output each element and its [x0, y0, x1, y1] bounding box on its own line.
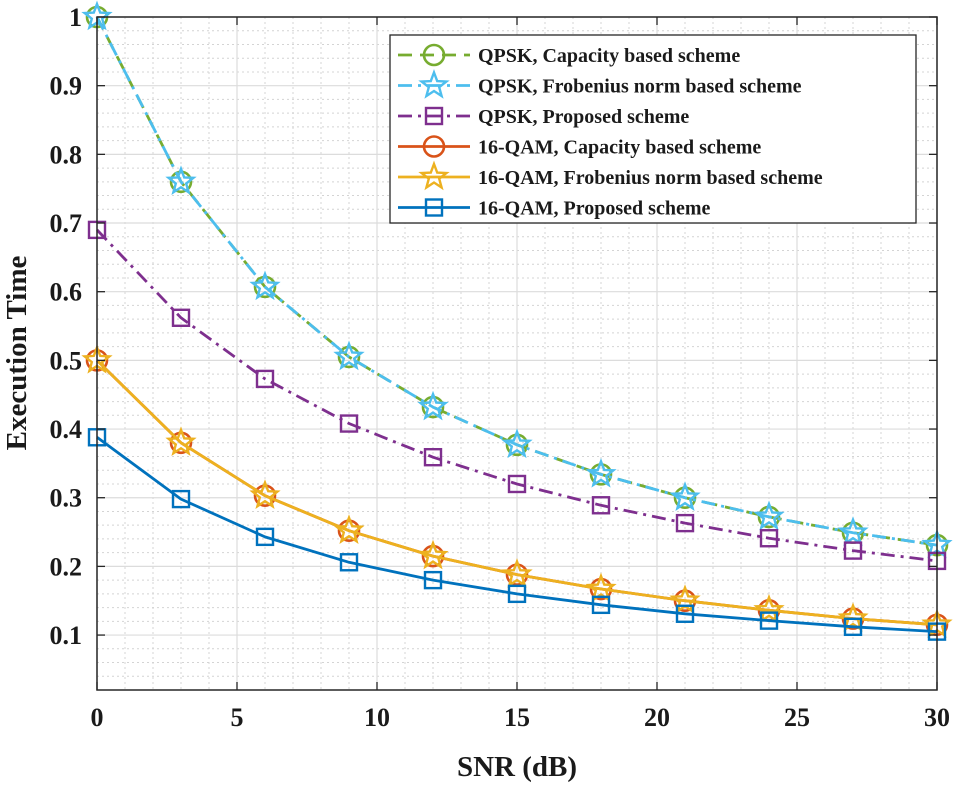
- data-point: [585, 572, 617, 603]
- legend-marker: [422, 43, 446, 67]
- y-tick-label: 0.9: [50, 72, 83, 101]
- legend-label: QPSK, Proposed scheme: [478, 106, 689, 128]
- data-point: [507, 474, 527, 494]
- legend-item: QPSK, Frobenius norm based scheme: [398, 69, 802, 99]
- series-line: [96, 359, 938, 627]
- data-point: [417, 390, 449, 421]
- legend-box: [389, 34, 917, 224]
- data-point: [753, 500, 785, 531]
- data-point: [501, 558, 533, 588]
- x-tick-label: 0: [91, 703, 104, 732]
- data-point: [759, 529, 779, 548]
- legend-item: 16-QAM, Frobenius norm based scheme: [398, 160, 823, 191]
- data-point: [255, 527, 275, 547]
- data-point: [759, 611, 779, 630]
- legend-label: 16-QAM, Proposed scheme: [478, 198, 710, 220]
- x-axis-label: SNR (dB): [457, 751, 577, 783]
- y-tick-label: 0.2: [50, 552, 83, 581]
- x-tick-label: 30: [924, 703, 950, 732]
- x-axis-ticks: 0 5 10 15 20 25 30: [91, 17, 950, 732]
- data-point: [255, 369, 275, 389]
- data-point: [675, 513, 695, 533]
- data-point: [843, 541, 863, 560]
- legend-marker: [424, 198, 444, 217]
- legend-item: QPSK, Capacity based scheme: [398, 43, 740, 67]
- legend-item: 16-QAM, Capacity based scheme: [398, 135, 761, 159]
- data-point: [591, 496, 611, 515]
- data-point: [165, 165, 197, 196]
- series-line: [96, 436, 938, 633]
- data-point: [423, 570, 443, 590]
- data-point: [333, 340, 365, 371]
- data-point: [171, 489, 191, 509]
- legend-label: 16-QAM, Frobenius norm based scheme: [478, 167, 823, 189]
- data-point: [249, 270, 281, 301]
- data-point: [171, 308, 191, 327]
- data-point: [333, 514, 365, 544]
- data-point: [165, 426, 197, 457]
- data-point: [501, 428, 533, 459]
- data-point: [423, 447, 443, 467]
- y-tick-label: 0.7: [50, 209, 83, 238]
- data-point: [249, 479, 281, 509]
- data-point: [507, 584, 527, 604]
- x-tick-label: 20: [644, 703, 670, 732]
- y-tick-label: 0.4: [50, 415, 83, 444]
- legend: QPSK, Capacity based scheme QPSK, Frobeni…: [389, 34, 917, 224]
- legend-item: 16-QAM, Proposed scheme: [398, 198, 710, 220]
- data-point: [753, 593, 785, 624]
- y-tick-label: 0.6: [50, 278, 83, 307]
- legend-marker: [422, 135, 446, 158]
- legend-marker: [424, 106, 444, 126]
- x-tick-label: 5: [231, 703, 244, 732]
- legend-item: QPSK, Proposed scheme: [398, 106, 689, 128]
- data-point: [837, 516, 869, 547]
- data-point: [591, 595, 611, 615]
- y-tick-label: 1: [69, 3, 82, 32]
- y-tick-label: 0.1: [50, 621, 83, 650]
- y-tick-label: 0.5: [50, 346, 83, 375]
- legend-marker: [418, 160, 450, 191]
- data-point: [417, 539, 449, 570]
- x-tick-label: 25: [784, 703, 810, 732]
- x-tick-label: 10: [364, 703, 390, 732]
- legend-label: QPSK, Frobenius norm based scheme: [478, 76, 802, 98]
- data-point: [675, 604, 695, 623]
- data-point: [837, 602, 869, 632]
- y-axis-label: Execution Time: [1, 256, 33, 451]
- data-point: [843, 617, 863, 637]
- data-point: [669, 481, 701, 511]
- data-point: [339, 553, 359, 572]
- legend-label: 16-QAM, Capacity based scheme: [478, 137, 761, 159]
- legend-label: QPSK, Capacity based scheme: [478, 45, 740, 67]
- y-axis-ticks: 0.1 0.2 0.3 0.4 0.5 0.6 0.7 0.8 0.9 1: [50, 3, 937, 650]
- x-tick-label: 15: [504, 703, 530, 732]
- series-line: [95, 16, 938, 547]
- series-5: [81, 343, 953, 639]
- y-tick-label: 0.8: [50, 140, 83, 169]
- data-point: [339, 414, 359, 433]
- y-tick-label: 0.3: [50, 484, 83, 513]
- series-3: [87, 220, 947, 571]
- series-line: [95, 228, 938, 563]
- data-point: [585, 457, 617, 488]
- legend-marker: [418, 69, 450, 99]
